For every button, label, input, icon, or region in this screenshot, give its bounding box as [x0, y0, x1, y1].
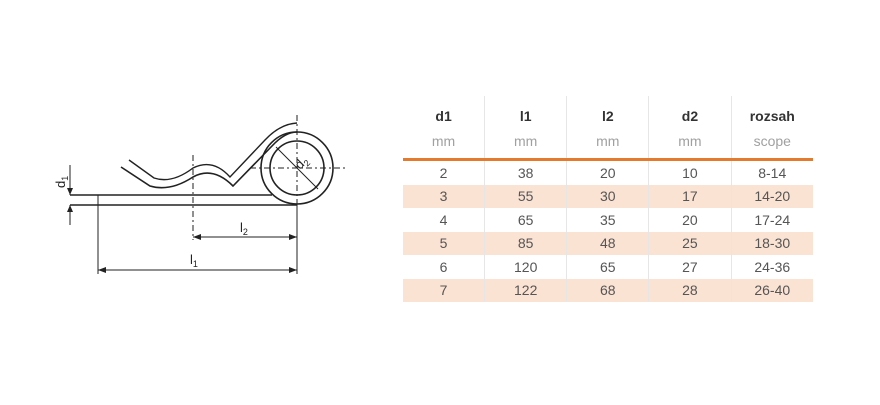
- unit: mm: [566, 124, 649, 161]
- table-cell: 24-36: [730, 255, 813, 279]
- col-header-d1: d1: [435, 108, 452, 124]
- table-row: 2 38 20 10 8-14: [403, 159, 813, 185]
- table-cell: 2: [439, 164, 448, 181]
- unit: mm: [648, 124, 731, 161]
- col-header-d2: d2: [648, 96, 731, 124]
- d1-label: d1: [53, 176, 70, 188]
- table-cell: 25: [648, 231, 731, 255]
- table-cell: 26-40: [730, 278, 813, 302]
- table-cell: 20: [648, 208, 731, 232]
- table-cell: 35: [566, 208, 649, 232]
- table-cell: 27: [648, 255, 731, 279]
- table-cell: 55: [484, 184, 567, 208]
- table-row: 6 120 65 27 24-36: [403, 255, 813, 279]
- col-header-l1: l1: [484, 96, 567, 124]
- table-row: 5 85 48 25 18-30: [403, 231, 813, 255]
- table-cell: 65: [484, 208, 567, 232]
- col-header-l2: l2: [566, 96, 649, 124]
- table-cell: 65: [566, 255, 649, 279]
- table-cell: 48: [566, 231, 649, 255]
- table-row: 7 122 68 28 26-40: [403, 278, 813, 302]
- l2-label: l2: [240, 220, 248, 237]
- table-cell: 6: [439, 258, 448, 275]
- table-row: 4 65 35 20 17-24: [403, 208, 813, 232]
- units-row: mm mm mm mm scope: [403, 124, 813, 161]
- table-cell: 30: [566, 184, 649, 208]
- table-cell: 28: [648, 278, 731, 302]
- table-cell: 4: [439, 211, 448, 228]
- unit: mm: [484, 124, 567, 161]
- table-cell: 68: [566, 278, 649, 302]
- pin-straight-leg: [70, 194, 297, 206]
- dimensions-table: d1 l1 l2 d2 rozsah mm mm mm mm scope 2 38…: [403, 96, 813, 302]
- table-cell: 120: [484, 255, 567, 279]
- spring-cotter-pin-drawing: d2 l2 l1 d1: [53, 115, 345, 274]
- d2-dimension-line: [275, 146, 319, 190]
- table-cell: 10: [648, 159, 731, 185]
- unit: mm: [403, 124, 485, 161]
- header-row: d1 l1 l2 d2 rozsah: [403, 96, 813, 124]
- unit: scope: [730, 124, 813, 161]
- table-cell: 7: [403, 278, 485, 302]
- table-cell: 8-14: [730, 159, 813, 185]
- d2-label: d2: [292, 153, 313, 174]
- table-cell: 17-24: [730, 208, 813, 232]
- table-cell: 122: [484, 278, 567, 302]
- table-cell: 85: [484, 231, 567, 255]
- col-header-rozsah: rozsah: [730, 96, 813, 124]
- table-cell: 17: [648, 184, 731, 208]
- table-row: 3 55 30 17 14-20: [403, 184, 813, 208]
- table-cell: 3: [403, 184, 485, 208]
- table-cell: 20: [566, 159, 649, 185]
- l1-label: l1: [190, 252, 198, 269]
- table-cell: 18-30: [730, 231, 813, 255]
- pin-wavy-leg: [120, 131, 298, 189]
- table-cell: 14-20: [730, 184, 813, 208]
- table-cell: 5: [403, 231, 485, 255]
- table-cell: 38: [484, 159, 567, 185]
